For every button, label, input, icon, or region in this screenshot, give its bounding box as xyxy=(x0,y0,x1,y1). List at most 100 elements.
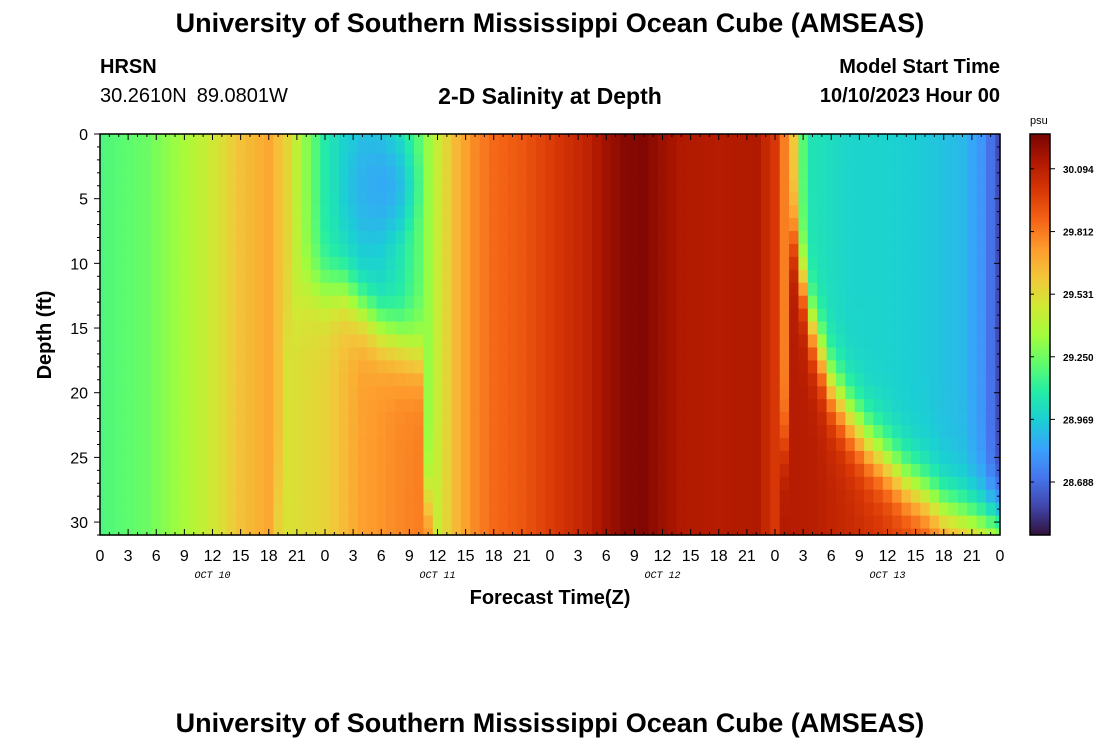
heatmap-cell xyxy=(526,450,537,465)
heatmap-cell xyxy=(714,463,725,478)
heatmap-cell xyxy=(442,373,453,387)
heatmap-cell xyxy=(798,192,809,206)
heatmap-cell xyxy=(901,269,912,284)
heatmap-cell xyxy=(629,166,640,180)
heatmap-cell xyxy=(442,308,453,323)
heatmap-cell xyxy=(292,334,303,349)
heatmap-cell xyxy=(723,243,734,258)
heatmap-cell xyxy=(798,515,809,530)
heatmap-cell xyxy=(100,205,106,219)
heatmap-cell xyxy=(779,321,790,336)
heatmap-cell xyxy=(123,243,134,258)
heatmap-cell xyxy=(901,243,912,258)
heatmap-cell xyxy=(695,489,706,504)
heatmap-cell xyxy=(339,308,350,323)
heatmap-cell xyxy=(545,502,556,517)
heatmap-cell xyxy=(198,218,209,232)
heatmap-cell xyxy=(695,437,706,452)
heatmap-cell xyxy=(526,412,537,426)
heatmap-cell xyxy=(235,243,246,258)
heatmap-cell xyxy=(929,334,940,349)
heatmap-cell xyxy=(451,334,462,349)
heatmap-cell xyxy=(667,373,678,387)
heatmap-cell xyxy=(704,269,715,284)
heatmap-cell xyxy=(592,476,603,491)
heatmap-cell xyxy=(957,243,968,258)
heatmap-cell xyxy=(629,218,640,232)
heatmap-cell xyxy=(282,282,293,297)
heatmap-cell xyxy=(104,282,115,297)
heatmap-cell xyxy=(910,489,921,504)
heatmap-cell xyxy=(564,134,575,142)
heatmap-cell xyxy=(845,166,856,180)
heatmap-cell xyxy=(732,463,743,478)
heatmap-cell xyxy=(732,347,743,361)
heatmap-cell xyxy=(207,360,218,374)
heatmap-cell xyxy=(742,360,753,374)
heatmap-cell xyxy=(348,282,359,297)
heatmap-cell xyxy=(789,347,800,361)
heatmap-cell xyxy=(676,386,687,400)
heatmap-cell xyxy=(254,360,265,374)
heatmap-cell xyxy=(620,437,631,452)
heatmap-cell xyxy=(770,205,781,219)
heatmap-cell xyxy=(582,515,593,530)
heatmap-cell xyxy=(592,282,603,297)
heatmap-cell xyxy=(385,437,396,452)
heatmap-cell xyxy=(620,166,631,180)
heatmap-cell xyxy=(770,437,781,452)
station-name: HRSN xyxy=(100,56,157,78)
heatmap-cell xyxy=(498,166,509,180)
heatmap-cell xyxy=(920,437,931,452)
heatmap-cell xyxy=(573,140,584,155)
heatmap-cell xyxy=(179,360,190,374)
heatmap-cell xyxy=(460,166,471,180)
heatmap-cell xyxy=(460,231,471,245)
heatmap-cell xyxy=(901,450,912,465)
heatmap-cell xyxy=(517,425,528,439)
heatmap-cell xyxy=(648,179,659,193)
heatmap-cell xyxy=(235,205,246,219)
heatmap-cell xyxy=(282,256,293,271)
heatmap-cell xyxy=(545,515,556,530)
heatmap-cell xyxy=(273,425,284,439)
heatmap-cell xyxy=(929,463,940,478)
heatmap-cell xyxy=(507,282,518,297)
heatmap-cell xyxy=(545,476,556,491)
heatmap-cell xyxy=(301,515,312,530)
heatmap-cell xyxy=(507,450,518,465)
heatmap-cell xyxy=(507,153,518,167)
heatmap-cell xyxy=(310,502,321,517)
heatmap-cell xyxy=(882,140,893,155)
heatmap-cell xyxy=(479,308,490,323)
heatmap-cell xyxy=(376,425,387,439)
heatmap-cell xyxy=(789,321,800,336)
heatmap-cell xyxy=(967,140,978,155)
heatmap-cell xyxy=(245,489,256,504)
heatmap-cell xyxy=(723,386,734,400)
heatmap-cell xyxy=(264,347,275,361)
heatmap-cell xyxy=(507,334,518,349)
heatmap-cell xyxy=(704,295,715,310)
heatmap-cell xyxy=(582,218,593,232)
heatmap-cell xyxy=(704,412,715,426)
heatmap-cell xyxy=(676,308,687,323)
heatmap-cell xyxy=(348,360,359,374)
heatmap-cell xyxy=(779,502,790,517)
heatmap-cell xyxy=(610,192,621,206)
heatmap-cell xyxy=(460,334,471,349)
heatmap-cell xyxy=(545,360,556,374)
heatmap-cell xyxy=(723,334,734,349)
heatmap-cell xyxy=(685,476,696,491)
heatmap-cell xyxy=(189,166,200,180)
heatmap-cell xyxy=(929,205,940,219)
heatmap-cell xyxy=(760,425,771,439)
heatmap-cell xyxy=(901,347,912,361)
heatmap-cell xyxy=(910,463,921,478)
colorbar-gradient xyxy=(1029,133,1051,536)
heatmap-cell xyxy=(714,205,725,219)
heatmap-cell xyxy=(892,489,903,504)
heatmap-cell xyxy=(451,179,462,193)
heatmap-cell xyxy=(432,463,443,478)
heatmap-cell xyxy=(751,243,762,258)
